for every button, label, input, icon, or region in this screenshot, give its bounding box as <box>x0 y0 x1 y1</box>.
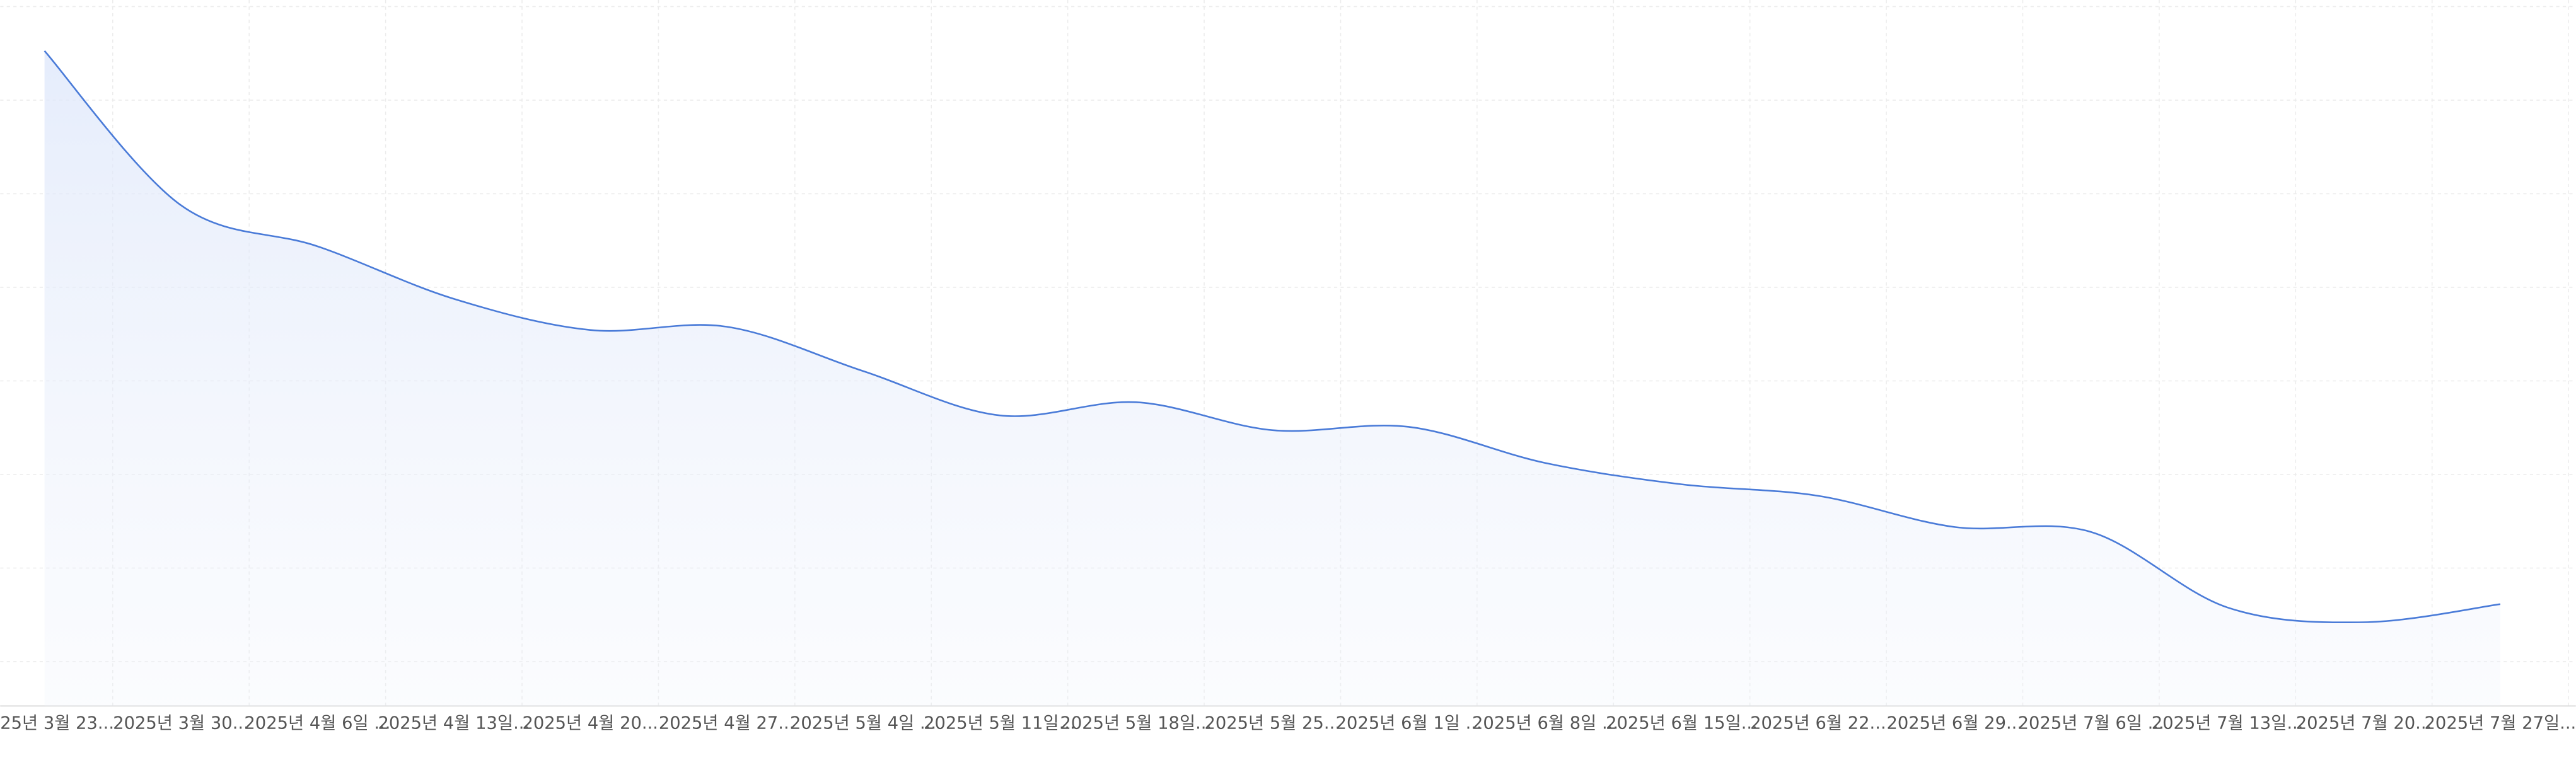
area <box>44 50 2500 706</box>
x-tick-label: 2025년 7월 6일 ... <box>2018 714 2164 733</box>
x-tick-label: 2025년 6월 29... <box>1886 714 2022 733</box>
x-tick-label: 2025년 6월 15일... <box>1606 714 1758 733</box>
x-tick-label: 2025년 6월 8일 ... <box>1472 714 1618 733</box>
x-tick-label: 2025년 6월 22... <box>1750 714 1886 733</box>
x-tick-label: 25년 3월 23... <box>0 714 114 733</box>
x-tick-label: 2025년 4월 20... <box>522 714 658 733</box>
line <box>44 50 2501 624</box>
x-tick-label: 2025년 4월 27... <box>659 714 795 733</box>
x-tick-label: 2025년 4월 13일... <box>378 714 530 733</box>
x-tick-label: 2025년 7월 27일... <box>2425 714 2576 733</box>
x-tick-label: 2025년 5월 11일... <box>924 714 1076 733</box>
x-tick-label: 2025년 4월 6일 ... <box>244 714 390 733</box>
x-tick-label: 2025년 5월 4일 ... <box>790 714 936 733</box>
x-tick-label: 2025년 3월 30... <box>113 714 249 733</box>
x-tick-label: 2025년 7월 13일... <box>2152 714 2304 733</box>
x-tick-label: 2025년 5월 25... <box>1204 714 1340 733</box>
x-tick-label: 2025년 6월 1일 ... <box>1336 714 1482 733</box>
x-tick-label: 2025년 7월 20... <box>2296 714 2432 733</box>
x-tick-label: 2025년 5월 18일... <box>1060 714 1212 733</box>
